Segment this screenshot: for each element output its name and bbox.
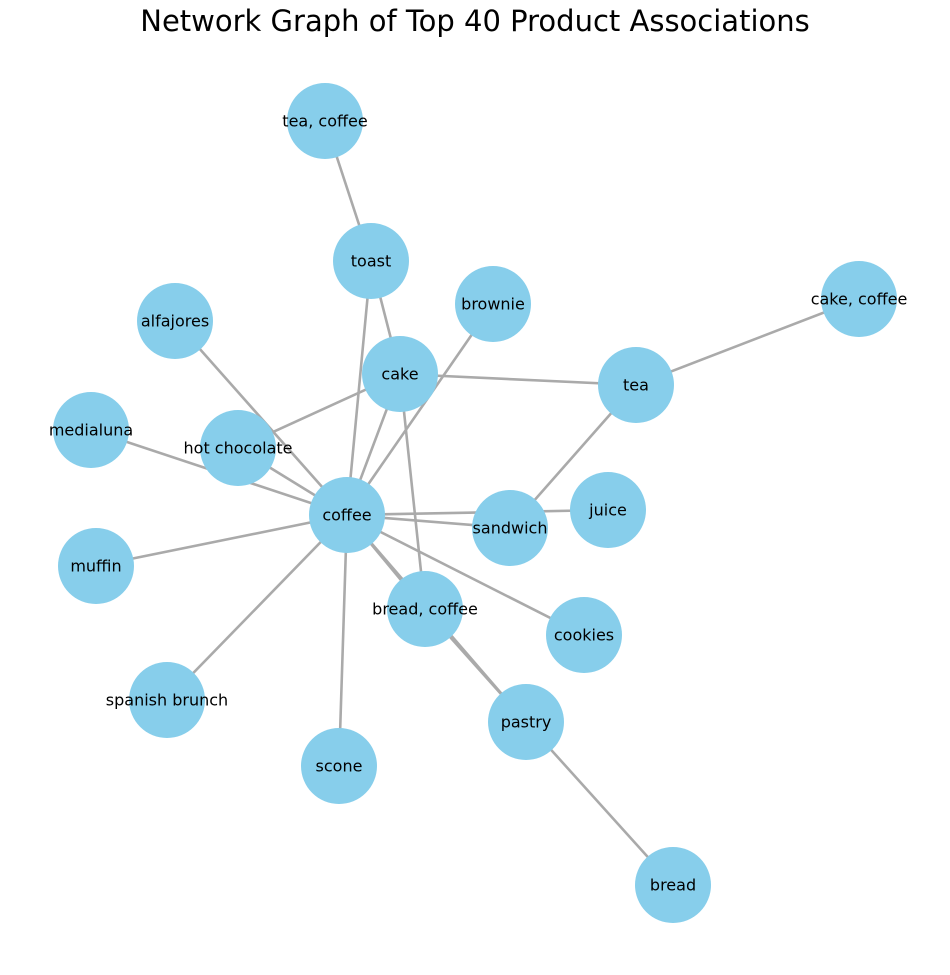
node-label: cake, coffee	[811, 290, 908, 309]
node-circle	[129, 662, 205, 738]
edge-coffee-muffin	[94, 513, 349, 568]
node-circle	[821, 261, 897, 337]
node-circle	[472, 490, 548, 566]
node-tea: tea	[598, 347, 674, 423]
node-circle	[387, 571, 463, 647]
node-pastry: pastry	[488, 684, 564, 760]
node-spanish_brunch: spanish brunch	[106, 662, 228, 738]
node-label: scone	[316, 757, 363, 776]
node-alfajores: alfajores	[137, 283, 213, 359]
node-label: cookies	[554, 626, 614, 645]
node-muffin: muffin	[58, 528, 134, 604]
edge-coffee-spanish_brunch	[165, 513, 349, 702]
node-circle	[570, 472, 646, 548]
node-label: medialuna	[49, 421, 133, 440]
edge-brownie-coffee	[345, 302, 495, 517]
node-label: tea, coffee	[282, 112, 367, 131]
chart-title: Network Graph of Top 40 Product Associat…	[140, 4, 810, 38]
nodes-layer: tea, coffee toast brownie cake, coffee alfaj…	[49, 83, 907, 923]
edge-cake-tea	[398, 372, 638, 387]
node-coffee: coffee	[309, 477, 385, 553]
node-circle	[58, 528, 134, 604]
node-label: cake	[381, 365, 418, 384]
node-tea_coffee: tea, coffee	[282, 83, 368, 159]
node-circle	[598, 347, 674, 423]
edge-cake-bread_coffee	[398, 372, 427, 611]
node-bread: bread	[635, 847, 711, 923]
node-bread_coffee: bread, coffee	[372, 571, 478, 647]
node-circle	[200, 410, 276, 486]
node-label: bread	[650, 876, 696, 895]
node-circle	[546, 597, 622, 673]
node-cake: cake	[362, 336, 438, 412]
node-circle	[635, 847, 711, 923]
edge-coffee-cookies	[345, 513, 586, 637]
node-brownie: brownie	[455, 266, 531, 342]
node-label: bread, coffee	[372, 600, 478, 619]
node-label: sandwich	[473, 519, 548, 538]
node-label: spanish brunch	[106, 691, 228, 710]
edge-toast-coffee	[345, 259, 373, 517]
node-hot_chocolate: hot chocolate	[184, 410, 293, 486]
node-scone: scone	[301, 728, 377, 804]
node-sandwich: sandwich	[472, 490, 548, 566]
node-circle	[333, 223, 409, 299]
node-circle	[488, 684, 564, 760]
edges-layer	[89, 119, 861, 887]
edge-coffee-scone	[337, 513, 349, 768]
node-circle	[455, 266, 531, 342]
node-circle	[287, 83, 363, 159]
node-label: juice	[588, 501, 627, 520]
node-label: hot chocolate	[184, 439, 293, 458]
node-circle	[137, 283, 213, 359]
node-cookies: cookies	[546, 597, 622, 673]
node-label: brownie	[461, 295, 525, 314]
node-label: toast	[351, 252, 391, 271]
node-juice: juice	[570, 472, 646, 548]
node-cake_coffee: cake, coffee	[811, 261, 908, 337]
node-circle	[53, 392, 129, 468]
node-circle	[301, 728, 377, 804]
node-label: pastry	[501, 713, 552, 732]
node-medialuna: medialuna	[49, 392, 133, 468]
node-label: coffee	[322, 506, 371, 525]
node-label: tea	[623, 376, 649, 395]
node-toast: toast	[333, 223, 409, 299]
edge-cake_coffee-tea	[634, 297, 861, 387]
node-circle	[309, 477, 385, 553]
node-label: alfajores	[141, 312, 209, 331]
node-label: muffin	[70, 557, 121, 576]
node-circle	[362, 336, 438, 412]
